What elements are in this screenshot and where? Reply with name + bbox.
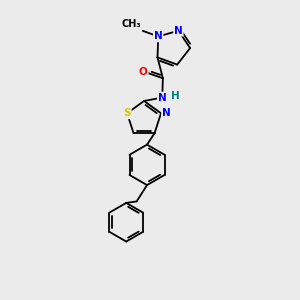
Text: S: S — [123, 108, 131, 118]
Text: H: H — [171, 92, 180, 101]
Text: N: N — [158, 93, 167, 103]
Text: N: N — [162, 108, 171, 118]
Text: N: N — [174, 26, 183, 36]
Text: CH₃: CH₃ — [122, 19, 141, 28]
Text: N: N — [154, 32, 163, 41]
Text: O: O — [139, 67, 148, 77]
